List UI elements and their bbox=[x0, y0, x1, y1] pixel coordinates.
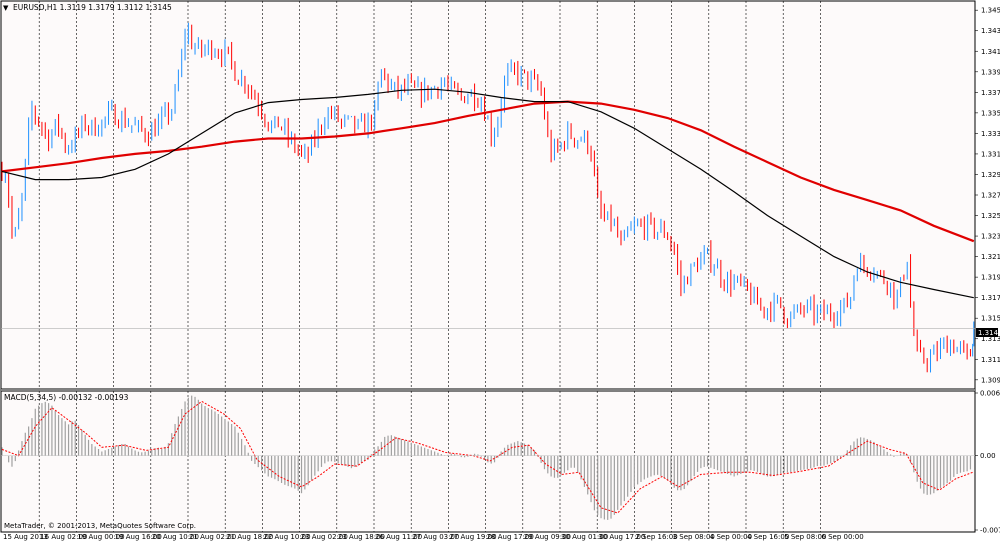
price-tick-label: 1.3395 bbox=[981, 68, 1000, 76]
price-candles bbox=[1, 22, 975, 373]
time-tick-label: 22 Aug 10:00 bbox=[263, 533, 310, 541]
time-tick-label: 19 Aug 16:00 bbox=[115, 533, 162, 541]
time-tick-label: 29 Aug 09:00 bbox=[524, 533, 571, 541]
macd-tick-label: 0.00601 bbox=[980, 390, 1000, 398]
macd-tick-label: -0.00713 bbox=[980, 527, 1000, 535]
time-tick-label: 30 Aug 01:00 bbox=[561, 533, 608, 541]
vertical-grid bbox=[38, 1, 821, 532]
macd-indicator-label: MACD(5,34,5) -0.00132 -0.00193 bbox=[4, 393, 129, 402]
price-tick-label: 1.3195 bbox=[981, 274, 1000, 282]
time-tick-label: 4 Sep 16:00 bbox=[747, 533, 789, 541]
price-tick-label: 1.3355 bbox=[981, 109, 1000, 117]
price-tick-label: 1.3235 bbox=[981, 233, 1000, 241]
price-tick-label: 1.3335 bbox=[981, 130, 1000, 138]
price-tick-label: 1.3295 bbox=[981, 171, 1000, 179]
copyright-label: MetaTrader, © 2001-2013, MetaQuotes Soft… bbox=[4, 522, 196, 530]
price-tick-label: 1.3415 bbox=[981, 48, 1000, 56]
symbol-ohlc-label: EURUSD,H1 1.3119 1.3179 1.3112 1.3145 bbox=[13, 3, 172, 12]
time-tick-label: 23 Aug 02:00 bbox=[301, 533, 348, 541]
price-tick-label: 1.3275 bbox=[981, 192, 1000, 200]
price-tick-label: 1.3255 bbox=[981, 212, 1000, 220]
price-axis: 1.3455 1.3435 1.3415 1.3395 1.3375 1.3355 1.33… bbox=[975, 7, 1000, 384]
time-tick-label: 27 Aug 03:00 bbox=[412, 533, 459, 541]
macd-tick-label: 0.00 bbox=[980, 452, 996, 460]
macd-axis: 0.00601 0.00 -0.00713 bbox=[975, 390, 1000, 535]
price-tick-label: 1.3455 bbox=[981, 7, 1000, 15]
time-tick-label: 16 Aug 02:00 bbox=[40, 533, 87, 541]
time-tick-label: 23 Aug 18:00 bbox=[338, 533, 385, 541]
time-tick-label: 26 Aug 11:00 bbox=[375, 533, 422, 541]
time-tick-label: 2 Sep 16:00 bbox=[635, 533, 677, 541]
time-tick-label: 3 Sep 08:00 bbox=[673, 533, 715, 541]
current-price-label: 1.3145 bbox=[978, 329, 1000, 337]
time-tick-label: 30 Aug 17:00 bbox=[598, 533, 645, 541]
price-tick-label: 1.3215 bbox=[981, 253, 1000, 261]
time-tick-label: 27 Aug 19:00 bbox=[449, 533, 496, 541]
time-tick-label: 5 Sep 08:00 bbox=[784, 533, 826, 541]
price-tick-label: 1.3175 bbox=[981, 294, 1000, 302]
time-tick-label: 20 Aug 10:00 bbox=[152, 533, 199, 541]
time-tick-label: 21 Aug 18:00 bbox=[226, 533, 273, 541]
price-panel[interactable] bbox=[0, 0, 976, 390]
menu-arrow-icon[interactable]: ▼ bbox=[3, 4, 9, 12]
time-tick-label: 19 Aug 00:00 bbox=[77, 533, 124, 541]
price-tick-label: 1.3315 bbox=[981, 150, 1000, 158]
price-tick-label: 1.3135 bbox=[981, 335, 1000, 343]
time-tick-label: 4 Sep 00:00 bbox=[710, 533, 752, 541]
price-tick-label: 1.3375 bbox=[981, 89, 1000, 97]
price-tick-label: 1.3155 bbox=[981, 315, 1000, 323]
time-tick-label: 15 Aug 2013 bbox=[3, 533, 48, 541]
price-tick-label: 1.3435 bbox=[981, 27, 1000, 35]
time-tick-label: 6 Sep 00:00 bbox=[821, 533, 863, 541]
moving-average-fast bbox=[1, 88, 974, 299]
time-tick-label: 28 Aug 17:00 bbox=[487, 533, 534, 541]
price-tick-label: 1.3095 bbox=[981, 376, 1000, 384]
current-price-tag bbox=[976, 328, 998, 337]
time-tick-label: 21 Aug 02:00 bbox=[189, 533, 236, 541]
price-tick-label: 1.3115 bbox=[981, 356, 1000, 364]
moving-average-slow bbox=[1, 100, 975, 243]
macd-signal-line bbox=[1, 400, 973, 514]
